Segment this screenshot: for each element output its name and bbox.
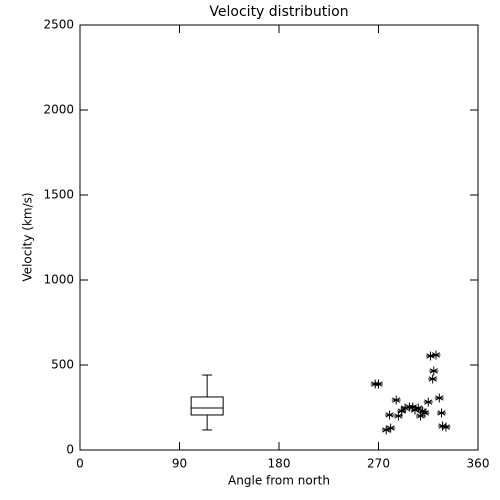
point — [385, 410, 395, 420]
point — [434, 393, 444, 403]
x-tick-label: 270 — [367, 457, 390, 471]
y-tick-label: 0 — [66, 443, 74, 457]
y-tick-label: 2500 — [43, 18, 74, 32]
point — [391, 395, 401, 405]
point — [397, 406, 407, 416]
x-axis-label: Angle from north — [228, 474, 330, 488]
x-tick-label: 90 — [172, 457, 187, 471]
point — [420, 408, 430, 418]
x-tick-label: 180 — [268, 457, 291, 471]
point — [381, 425, 391, 435]
point — [429, 366, 439, 376]
x-tick-label: 0 — [76, 457, 84, 471]
chart-title: Velocity distribution — [209, 4, 348, 20]
y-tick-label: 500 — [51, 358, 74, 372]
point — [408, 402, 418, 412]
y-tick-label: 1000 — [43, 273, 74, 287]
box — [190, 396, 224, 416]
point — [438, 421, 448, 431]
point — [431, 350, 441, 360]
point — [416, 411, 426, 421]
point — [413, 403, 423, 413]
x-tick-label: 360 — [467, 457, 490, 471]
point — [423, 397, 433, 407]
point — [418, 406, 428, 416]
point — [393, 411, 403, 421]
y-tick-label: 2000 — [43, 103, 74, 117]
point — [428, 374, 438, 384]
y-tick-label: 1500 — [43, 188, 74, 202]
point — [441, 422, 451, 432]
point — [374, 379, 383, 389]
point — [437, 408, 447, 418]
point — [386, 423, 396, 433]
point — [400, 403, 410, 413]
y-axis-label: Velocity (km/s) — [21, 192, 35, 281]
point — [425, 351, 435, 361]
